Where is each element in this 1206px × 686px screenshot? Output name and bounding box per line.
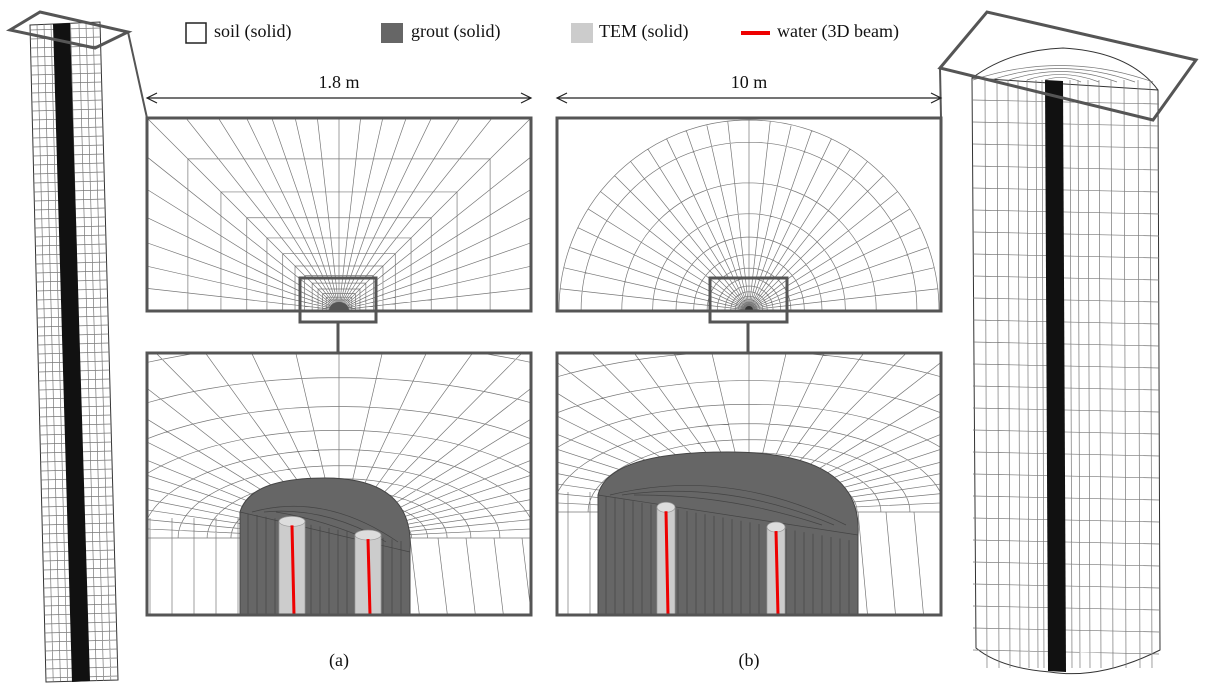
figure: soil (solid) grout (solid) TEM (solid) w… — [0, 0, 1206, 686]
mesh-lines — [559, 120, 939, 310]
caption: (b) — [739, 650, 760, 671]
legend-label: TEM (solid) — [599, 21, 689, 42]
water-beam — [292, 525, 294, 615]
column-core — [1045, 80, 1066, 672]
zoom-line — [940, 68, 941, 118]
right-column — [940, 12, 1196, 674]
tem-top — [279, 516, 305, 526]
legend-label: soil (solid) — [214, 21, 292, 42]
legend-swatch-tem — [571, 23, 593, 43]
page: soil (solid) grout (solid) TEM (solid) w… — [0, 0, 1206, 686]
dimension-label: 10 m — [731, 72, 768, 92]
legend-label: grout (solid) — [411, 21, 501, 42]
water-beam — [666, 511, 668, 615]
dimension-arrows — [147, 93, 941, 103]
left-column — [10, 12, 147, 682]
dimension-label: 1.8 m — [318, 72, 359, 92]
caption: (a) — [329, 650, 349, 671]
legend-swatch-grout — [381, 23, 403, 43]
tem-top — [355, 530, 381, 540]
tem-top — [767, 522, 785, 532]
tem-top — [657, 502, 675, 512]
zoom-line — [128, 32, 147, 118]
legend-swatch-soil — [186, 23, 206, 43]
water-beam — [368, 539, 370, 615]
meshes — [0, 0, 1206, 682]
grout — [240, 478, 410, 620]
water-beam — [776, 531, 778, 615]
grout — [598, 452, 858, 620]
panel-frame — [710, 278, 787, 322]
mesh-b-top — [559, 120, 939, 314]
legend-label: water (3D beam) — [777, 21, 899, 42]
